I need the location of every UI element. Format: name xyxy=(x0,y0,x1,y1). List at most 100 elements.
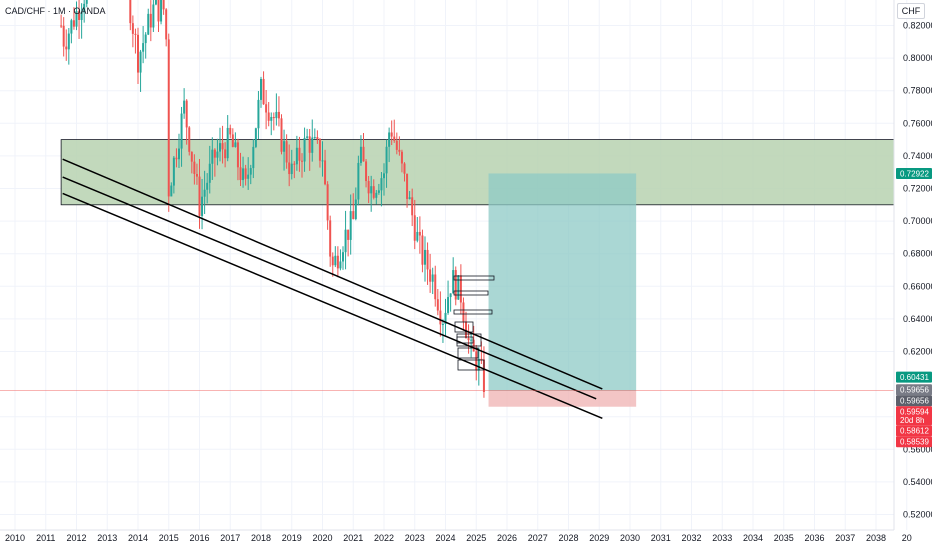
candle-body xyxy=(193,161,196,174)
candle-body xyxy=(208,163,211,183)
candle-body xyxy=(444,312,447,325)
candle-body xyxy=(465,321,467,339)
price-label-text: 0.58612 xyxy=(900,427,929,436)
time-tick-label: 2036 xyxy=(804,533,824,543)
candle-body xyxy=(283,141,286,152)
candle-body xyxy=(436,299,439,311)
time-tick-label: 2027 xyxy=(528,533,548,543)
candle-body xyxy=(75,11,78,27)
candle-body xyxy=(67,33,70,50)
candle-body xyxy=(175,157,178,160)
candle-body xyxy=(249,168,252,175)
candle-body xyxy=(342,252,344,262)
candle-body xyxy=(270,116,273,121)
candle-body xyxy=(457,275,460,300)
candle-body xyxy=(452,270,455,294)
time-tick-label: 2030 xyxy=(620,533,640,543)
candle-body xyxy=(398,149,401,152)
candle-body xyxy=(201,196,204,216)
time-tick-label: 2013 xyxy=(97,533,117,543)
candle-body xyxy=(424,249,426,265)
candle-body xyxy=(247,174,250,179)
currency-button[interactable]: CHF xyxy=(897,3,925,19)
price-label-text: 0.72922 xyxy=(900,169,929,178)
candle-body xyxy=(234,142,237,147)
time-tick-label: 2035 xyxy=(774,533,794,543)
price-label-text: 0.59656 xyxy=(900,397,929,406)
candle-body xyxy=(480,358,483,360)
candle-body xyxy=(206,182,209,190)
price-label-pill xyxy=(896,436,932,448)
candle-body xyxy=(411,197,414,216)
candle-body xyxy=(285,141,288,163)
candle-body xyxy=(185,100,188,128)
candle-body xyxy=(288,162,291,175)
candle-body xyxy=(221,143,224,150)
candle-body xyxy=(280,118,283,152)
candle-body xyxy=(429,269,432,282)
time-tick-label: 2037 xyxy=(835,533,855,543)
time-tick-label: 2010 xyxy=(5,533,25,543)
candle-body xyxy=(244,168,247,179)
candle-body xyxy=(149,13,152,28)
time-tick-label: 20 xyxy=(902,533,912,543)
time-tick-label: 2023 xyxy=(405,533,425,543)
candle-body xyxy=(306,136,309,138)
annotation-box xyxy=(453,275,495,281)
candle-body xyxy=(408,197,411,199)
time-tick-label: 2032 xyxy=(681,533,701,543)
candle-body xyxy=(236,142,239,168)
candle-body xyxy=(377,190,380,193)
candle-body xyxy=(434,274,437,300)
candle-body xyxy=(203,189,206,197)
candle-body xyxy=(393,136,396,141)
candle-body xyxy=(167,39,170,197)
candle-body xyxy=(242,168,245,181)
price-label-pill xyxy=(896,406,932,426)
candle-body xyxy=(224,149,227,159)
time-tick-label: 2012 xyxy=(66,533,86,543)
candle-body xyxy=(441,324,444,326)
candle-body xyxy=(213,149,216,158)
candle-body xyxy=(162,0,165,10)
candle-body xyxy=(311,137,314,153)
candle-body xyxy=(344,229,347,253)
candle-body xyxy=(454,270,457,300)
candlestick-series xyxy=(60,0,485,398)
time-tick-label: 2033 xyxy=(712,533,732,543)
candle-body xyxy=(372,186,375,198)
candle-body xyxy=(334,255,337,266)
candle-body xyxy=(375,192,378,198)
candle-body xyxy=(172,157,175,186)
time-tick-label: 2016 xyxy=(189,533,209,543)
candle-body xyxy=(80,11,83,20)
candle-body xyxy=(470,339,473,341)
candle-body xyxy=(239,167,242,181)
candle-body xyxy=(195,173,198,177)
time-tick-label: 2029 xyxy=(589,533,609,543)
candle-body xyxy=(178,148,180,160)
time-tick-label: 2011 xyxy=(36,533,55,543)
annotation-box xyxy=(457,347,479,359)
candle-body xyxy=(188,127,191,152)
candle-body xyxy=(219,143,221,152)
candle-body xyxy=(383,173,385,179)
chart-title: CAD/CHF · 1M · OANDA xyxy=(5,6,106,16)
channel-lines xyxy=(62,158,603,420)
candle-body xyxy=(308,136,311,153)
candle-body xyxy=(403,163,406,174)
time-tick-label: 2020 xyxy=(312,533,332,543)
time-tick-label: 2021 xyxy=(343,533,363,543)
price-label-text: 0.59656 xyxy=(900,386,929,395)
candle-body xyxy=(70,20,73,34)
resistance-zone-rect xyxy=(60,139,895,206)
candle-body xyxy=(257,99,260,129)
candle-body xyxy=(316,137,319,140)
